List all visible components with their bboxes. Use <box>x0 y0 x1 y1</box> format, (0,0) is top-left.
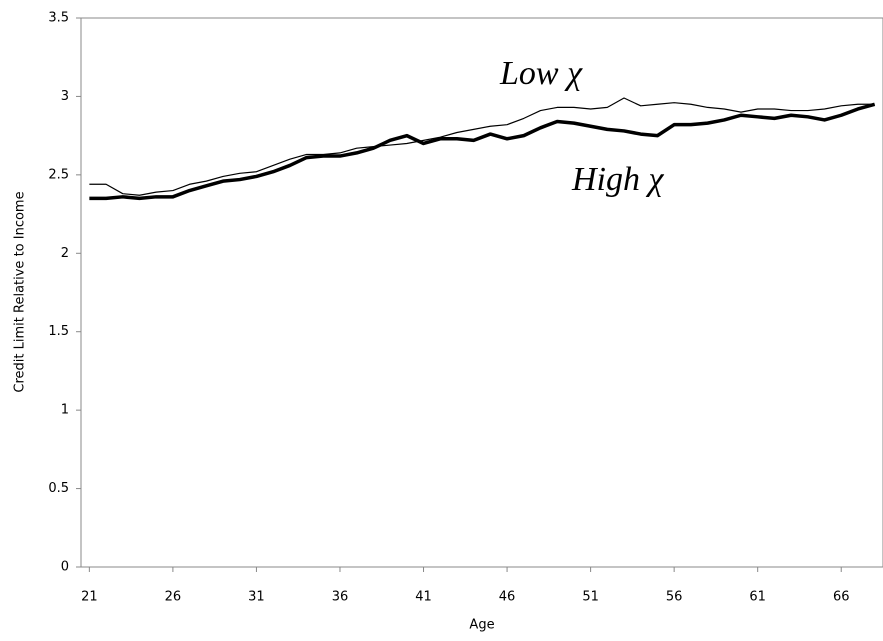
x-tick-label: 21 <box>81 590 98 605</box>
y-tick-label: 0.5 <box>48 481 69 496</box>
x-tick-label: 31 <box>248 590 265 605</box>
series-annotation: High χ <box>571 161 665 198</box>
y-tick-label: 3 <box>61 89 69 104</box>
y-tick-label: 3.5 <box>48 11 69 26</box>
y-tick-label: 2 <box>61 246 69 261</box>
series-line <box>89 102 876 201</box>
x-tick-label: 66 <box>833 590 850 605</box>
y-tick-label: 0 <box>61 560 69 575</box>
x-tick-label: 26 <box>165 590 182 605</box>
x-tick-label: 46 <box>499 590 516 605</box>
plot-frame <box>80 17 883 568</box>
y-tick-label: 2.5 <box>48 167 69 182</box>
x-axis-label: Age <box>469 618 494 633</box>
x-tick-label: 56 <box>666 590 683 605</box>
x-tick-label: 41 <box>415 590 432 605</box>
y-axis-label: Credit Limit Relative to Income <box>13 191 28 392</box>
x-tick-label: 51 <box>582 590 599 605</box>
y-tick-label: 1.5 <box>48 324 69 339</box>
y-tick-label: 1 <box>61 403 69 418</box>
series-annotation: Low χ <box>499 55 583 92</box>
x-tick-label: 61 <box>749 590 766 605</box>
x-tick-label: 36 <box>332 590 349 605</box>
series-line <box>89 97 875 196</box>
